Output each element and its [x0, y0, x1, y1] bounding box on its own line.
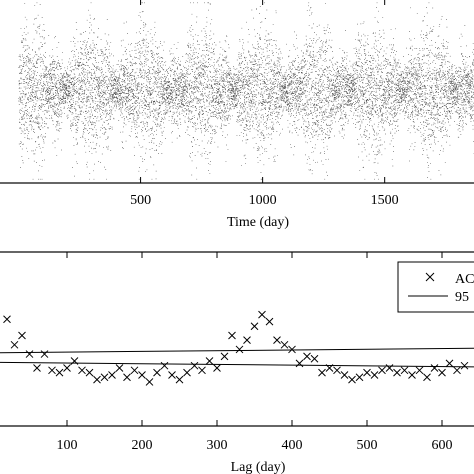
time-series-points: [18, 2, 474, 180]
ac-point: [63, 364, 71, 372]
top-x-tick-label: 1000: [249, 193, 277, 208]
ac-point: [460, 361, 469, 370]
ac-point: [408, 371, 416, 379]
ac-point: [340, 371, 349, 379]
top-x-tick-label: 1500: [371, 193, 399, 208]
ac-point: [273, 336, 281, 345]
ac-point: [280, 340, 289, 349]
ac-point: [378, 366, 386, 375]
ac-point: [430, 364, 439, 372]
ac-point: [333, 366, 341, 375]
ac-point: [363, 368, 371, 377]
legend: AC 95: [397, 261, 474, 313]
ac-point: [265, 317, 274, 326]
ac-point: [385, 364, 394, 372]
legend-box: [397, 261, 474, 313]
ac-point: [160, 361, 169, 370]
ac-point: [370, 371, 379, 379]
ac-point: [70, 357, 79, 365]
bottom-x-tick-label: 200: [132, 438, 153, 453]
ac-point: [40, 350, 49, 358]
ac-point: [348, 375, 356, 384]
ac-point: [400, 366, 409, 375]
top-x-axis-label: Time (day): [227, 215, 289, 230]
top-x-ticks: 500 1000 1500: [130, 0, 399, 208]
ac-point: [415, 366, 424, 375]
ac-point: [453, 366, 461, 375]
ac-point: [250, 322, 259, 331]
ac-point: [10, 340, 19, 349]
ac-point: [288, 345, 296, 354]
ac-point: [175, 375, 184, 384]
ac-point: [85, 368, 94, 377]
ac-point: [438, 368, 446, 377]
autocorrelation-marks: [0, 310, 474, 386]
time-series-panel: 500 1000 1500 Time (day): [0, 0, 474, 230]
ac-point: [393, 368, 401, 377]
legend-entry-95: 95: [455, 290, 469, 305]
ac-point: [145, 378, 154, 386]
ac-point: [423, 373, 431, 382]
ac-point: [25, 350, 34, 358]
ac-point: [355, 373, 364, 382]
bottom-x-tick-label: 600: [432, 438, 453, 453]
autocorrelation-panel: 100 200 300 400 500 600 Lag (day) AC 95: [0, 251, 474, 474]
ac-point: [303, 352, 311, 361]
ac-point: [198, 366, 206, 375]
bottom-plot-frame: [0, 251, 474, 427]
ac-point: [3, 315, 11, 324]
ac-point: [228, 331, 236, 340]
ac-point: [235, 345, 244, 354]
ac-point: [295, 359, 304, 368]
ac-point: [108, 371, 116, 379]
ac-point: [153, 368, 161, 377]
ac-point: [213, 364, 221, 372]
time-series-dots: [18, 2, 474, 180]
ac-point: [78, 366, 86, 375]
confidence-line-lower: [0, 361, 474, 368]
ac-point: [258, 310, 266, 319]
ac-point: [168, 371, 176, 379]
ac-point: [100, 373, 109, 382]
ac-point: [190, 361, 199, 370]
ac-point: [243, 336, 251, 345]
ac-point: [183, 368, 191, 377]
bottom-x-ticks: 100 200 300 400 500 600: [57, 252, 453, 453]
bottom-x-tick-label: 400: [282, 438, 303, 453]
ac-point: [205, 357, 214, 365]
bottom-x-axis-label: Lag (day): [231, 460, 286, 474]
ac-point: [55, 368, 64, 377]
ac-point: [325, 364, 334, 372]
legend-entry-ac: AC: [455, 272, 474, 287]
top-plot-frame: [0, 182, 474, 184]
legend-marker-x: [425, 272, 435, 282]
ac-point: [18, 331, 26, 340]
ac-point: [310, 354, 319, 363]
ac-point: [220, 352, 229, 361]
confidence-line-upper: [0, 347, 474, 354]
ac-point: [123, 373, 131, 382]
ac-point: [445, 359, 454, 368]
ac-point: [318, 368, 326, 377]
ac-point: [138, 371, 146, 379]
ac-point: [33, 364, 41, 372]
ac-point: [93, 375, 101, 384]
ac-point: [130, 366, 139, 375]
bottom-x-tick-label: 100: [57, 438, 78, 453]
ac-point: [115, 364, 124, 372]
top-x-tick-label: 500: [130, 193, 151, 208]
bottom-x-tick-label: 500: [357, 438, 378, 453]
ac-point: [48, 366, 56, 375]
bottom-x-tick-label: 300: [207, 438, 228, 453]
